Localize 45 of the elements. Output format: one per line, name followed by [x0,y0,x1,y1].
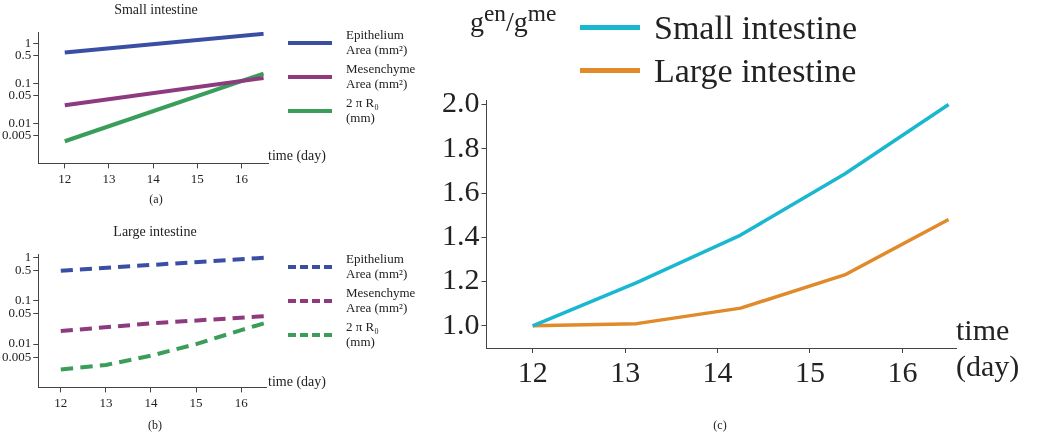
legend-label: 2 π R₀ (mm) [346,318,380,350]
legend-label: Epithelium Area (mm²) [346,251,408,282]
y-axis-title: g$^{en}$/g$^{me}$ [470,0,557,39]
x-tick-label: 16 [887,354,918,388]
y-tick-label: 1.8 [442,129,480,163]
x-tick-label: 14 [146,170,161,186]
x-tick-label: 12 [54,394,68,410]
x-axis-title: time (day) [956,312,1021,384]
x-tick-label: 16 [234,170,249,186]
line-series [58,321,266,372]
legend-label: Small intestine [654,8,859,48]
y-tick-label: 1.6 [442,173,480,207]
x-tick-label: 13 [99,394,113,410]
x-tick-label: 12 [517,354,548,388]
x-tick-label: 16 [234,394,249,410]
y-tick-label: 1.0 [442,306,480,340]
x-axis-title: time (day) [268,374,327,391]
x-tick-label: 14 [702,354,733,388]
text: (a) [148,192,164,207]
y-tick-label: 0.01 [8,335,32,351]
x-tick-label: 15 [189,394,203,410]
text: (c) [712,418,728,433]
y-tick-label: 1 [24,248,32,264]
legend-label: Mesenchyme Area (mm²) [346,60,416,92]
legend-label: Large intestine [654,51,858,91]
y-tick-label: 2.0 [442,85,480,119]
x-tick-label: 15 [794,354,825,388]
chart-title: Small intestine [113,2,199,18]
y-tick-label: 0.05 [8,305,32,321]
y-tick-label: 0.1 [15,292,32,308]
x-tick-label: 13 [610,354,641,388]
y-tick-label: 1.4 [442,218,480,252]
chart-title: Large intestine [112,224,198,240]
y-tick-label: 1.2 [442,262,480,296]
x-tick-label: 15 [190,170,204,186]
text: (b) [147,418,163,433]
x-tick-label: 14 [144,394,158,410]
legend-label: 2 π R₀ (mm) [346,94,380,126]
x-tick-label: 12 [58,170,72,186]
x-tick-label: 13 [102,170,116,186]
x-axis-title: time (day) [268,148,327,165]
legend-label: Mesenchyme Area (mm²) [346,284,416,316]
y-tick-label: 0.5 [15,261,32,277]
y-tick-label: 0.005 [2,348,32,364]
legend-label: Epithelium Area (mm²) [346,27,408,58]
